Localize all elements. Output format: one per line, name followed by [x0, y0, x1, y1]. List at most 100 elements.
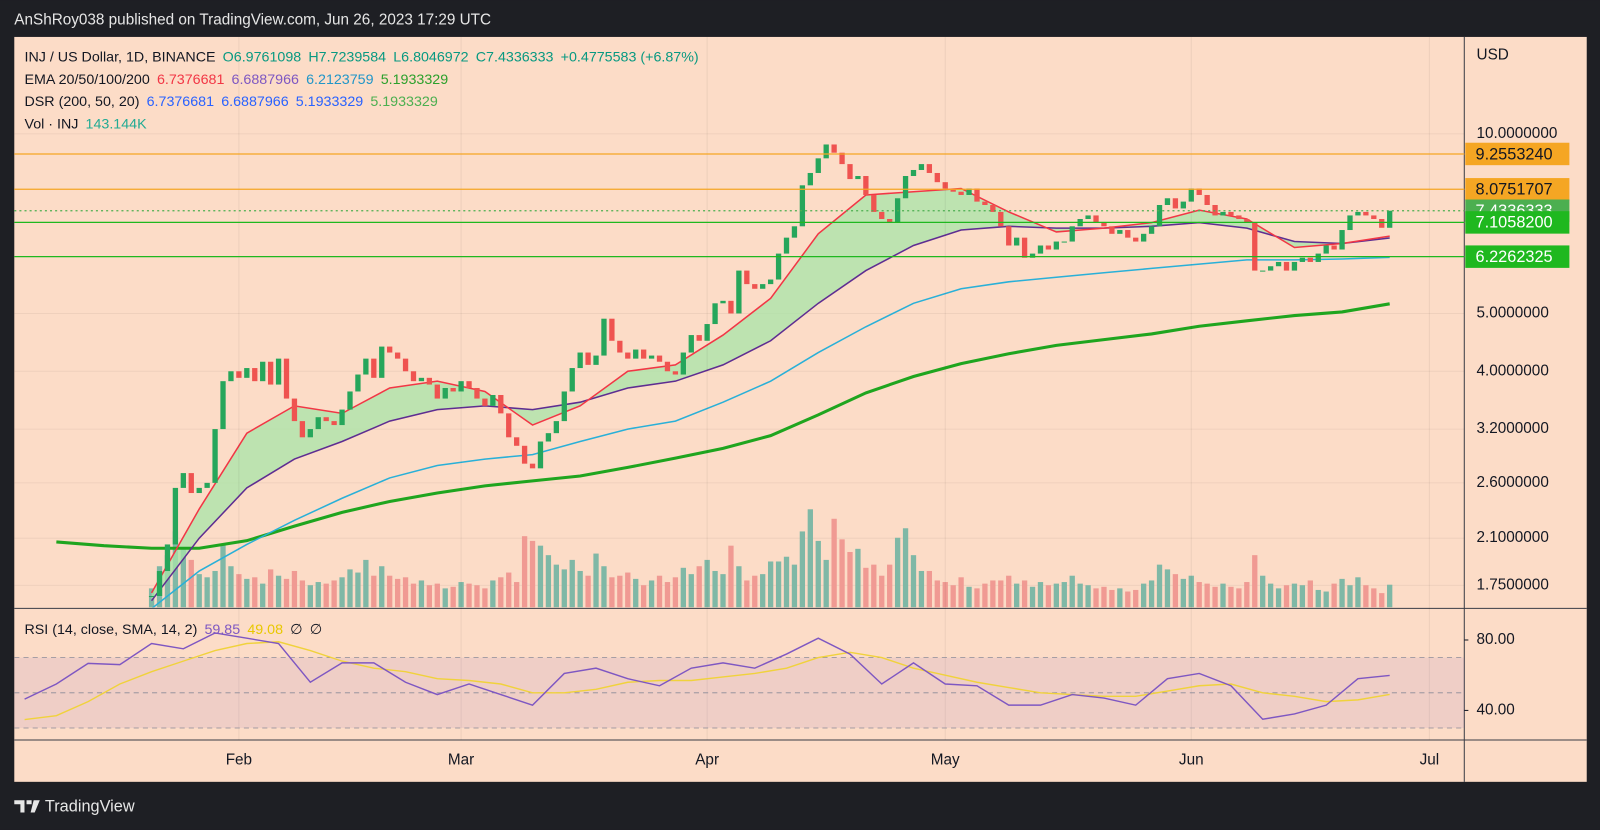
volume-bar: [371, 575, 377, 608]
volume-bar: [1228, 586, 1234, 608]
candle: [958, 191, 964, 195]
candle: [752, 284, 758, 289]
legend-item: 5.1933329: [370, 94, 438, 110]
candle: [1164, 198, 1171, 205]
volume-bar: [887, 564, 893, 608]
candle: [847, 164, 853, 180]
volume-bar: [942, 582, 948, 608]
candle: [339, 409, 345, 426]
candle: [466, 381, 472, 388]
y-tick-label: 2.6000000: [1477, 474, 1549, 491]
volume-bar: [633, 578, 639, 608]
volume-bar: [220, 544, 226, 608]
candle: [1315, 253, 1321, 262]
volume-bar: [775, 561, 782, 608]
volume-bar: [950, 585, 956, 608]
candle: [450, 387, 456, 392]
volume-bar: [1275, 588, 1282, 608]
volume-bar: [1164, 569, 1171, 608]
candle: [680, 352, 686, 375]
volume-bar: [275, 575, 282, 608]
candle: [1180, 201, 1186, 209]
candle: [871, 194, 877, 212]
volume-bar: [1188, 575, 1194, 608]
candle: [442, 387, 448, 399]
candle: [601, 318, 607, 356]
volume-bar: [498, 577, 504, 608]
x-tick-label: Jul: [1420, 751, 1440, 768]
ema-line: [150, 187, 1390, 594]
candle: [379, 346, 385, 378]
candle: [950, 188, 956, 192]
candle: [1379, 219, 1385, 228]
volume-bar: [1109, 589, 1115, 608]
currency: USD: [1477, 46, 1509, 63]
candle: [1101, 222, 1107, 227]
candle: [260, 361, 266, 382]
volume-bar: [545, 555, 552, 608]
volume-bar: [863, 567, 869, 608]
volume-bar: [283, 578, 290, 608]
candle: [363, 358, 369, 375]
volume-bar: [418, 580, 425, 608]
candle: [498, 394, 504, 414]
legend-item: O6.9761098: [223, 49, 302, 65]
legend-item: 6.2123759: [306, 72, 374, 88]
candle: [236, 371, 242, 378]
legend-item: 6.6887966: [232, 72, 300, 88]
legend-row: INJ / US Dollar, 1D, BINANCE O6.9761098 H7…: [24, 49, 698, 65]
legend-item: 6.7376681: [147, 94, 215, 110]
rsi-tick-label: 80.00: [1477, 631, 1515, 648]
volume-bar: [1069, 575, 1075, 608]
volume-bar: [474, 585, 480, 608]
candle: [1188, 188, 1194, 202]
volume-bar: [1363, 585, 1369, 608]
volume-bar: [601, 566, 607, 608]
volume-bar: [1077, 583, 1083, 608]
candle: [656, 355, 663, 362]
candle: [839, 152, 845, 165]
legend-item: C7.4336333: [476, 49, 554, 65]
rsi-line: [24, 632, 1390, 720]
volume-bar: [252, 577, 258, 608]
volume-bar: [1387, 584, 1393, 608]
candle: [244, 368, 250, 378]
level-label-box: [1465, 211, 1570, 234]
volume-bar: [815, 540, 821, 608]
volume-bar: [1196, 582, 1202, 608]
volume-bar: [442, 588, 448, 608]
candle: [791, 226, 798, 238]
volume-bar: [990, 580, 996, 608]
volume-bar: [767, 561, 774, 608]
candle: [482, 398, 488, 406]
volume-bar: [791, 564, 798, 608]
volume-bar: [537, 545, 544, 608]
legend-item: ∅: [310, 622, 322, 638]
candle: [1275, 261, 1282, 267]
volume-bar: [823, 559, 829, 608]
candle: [537, 441, 544, 469]
volume-bar: [434, 583, 440, 608]
candle: [918, 164, 925, 170]
legend-item: 49.08: [247, 622, 283, 638]
candle: [609, 318, 615, 341]
volume-bar: [1371, 588, 1377, 608]
volume-bar: [847, 551, 853, 608]
volume-bar: [450, 586, 456, 608]
legend-row: RSI (14, close, SMA, 14, 2) 59.85 49.08 ∅ ∅: [24, 622, 322, 638]
candle: [545, 433, 552, 442]
x-tick-label: May: [931, 751, 960, 768]
volume-bar: [1283, 585, 1290, 608]
candle: [521, 445, 528, 464]
volume-bar: [291, 570, 298, 608]
candle: [998, 211, 1004, 227]
candle: [434, 384, 440, 399]
legend-item: DSR (200, 50, 20): [24, 94, 139, 110]
x-tick-label: Apr: [695, 751, 719, 768]
volume-bar: [323, 583, 329, 608]
volume-bar: [855, 548, 861, 608]
volume-bar: [720, 574, 726, 608]
candle: [712, 303, 718, 325]
ema-line: [56, 302, 1390, 550]
